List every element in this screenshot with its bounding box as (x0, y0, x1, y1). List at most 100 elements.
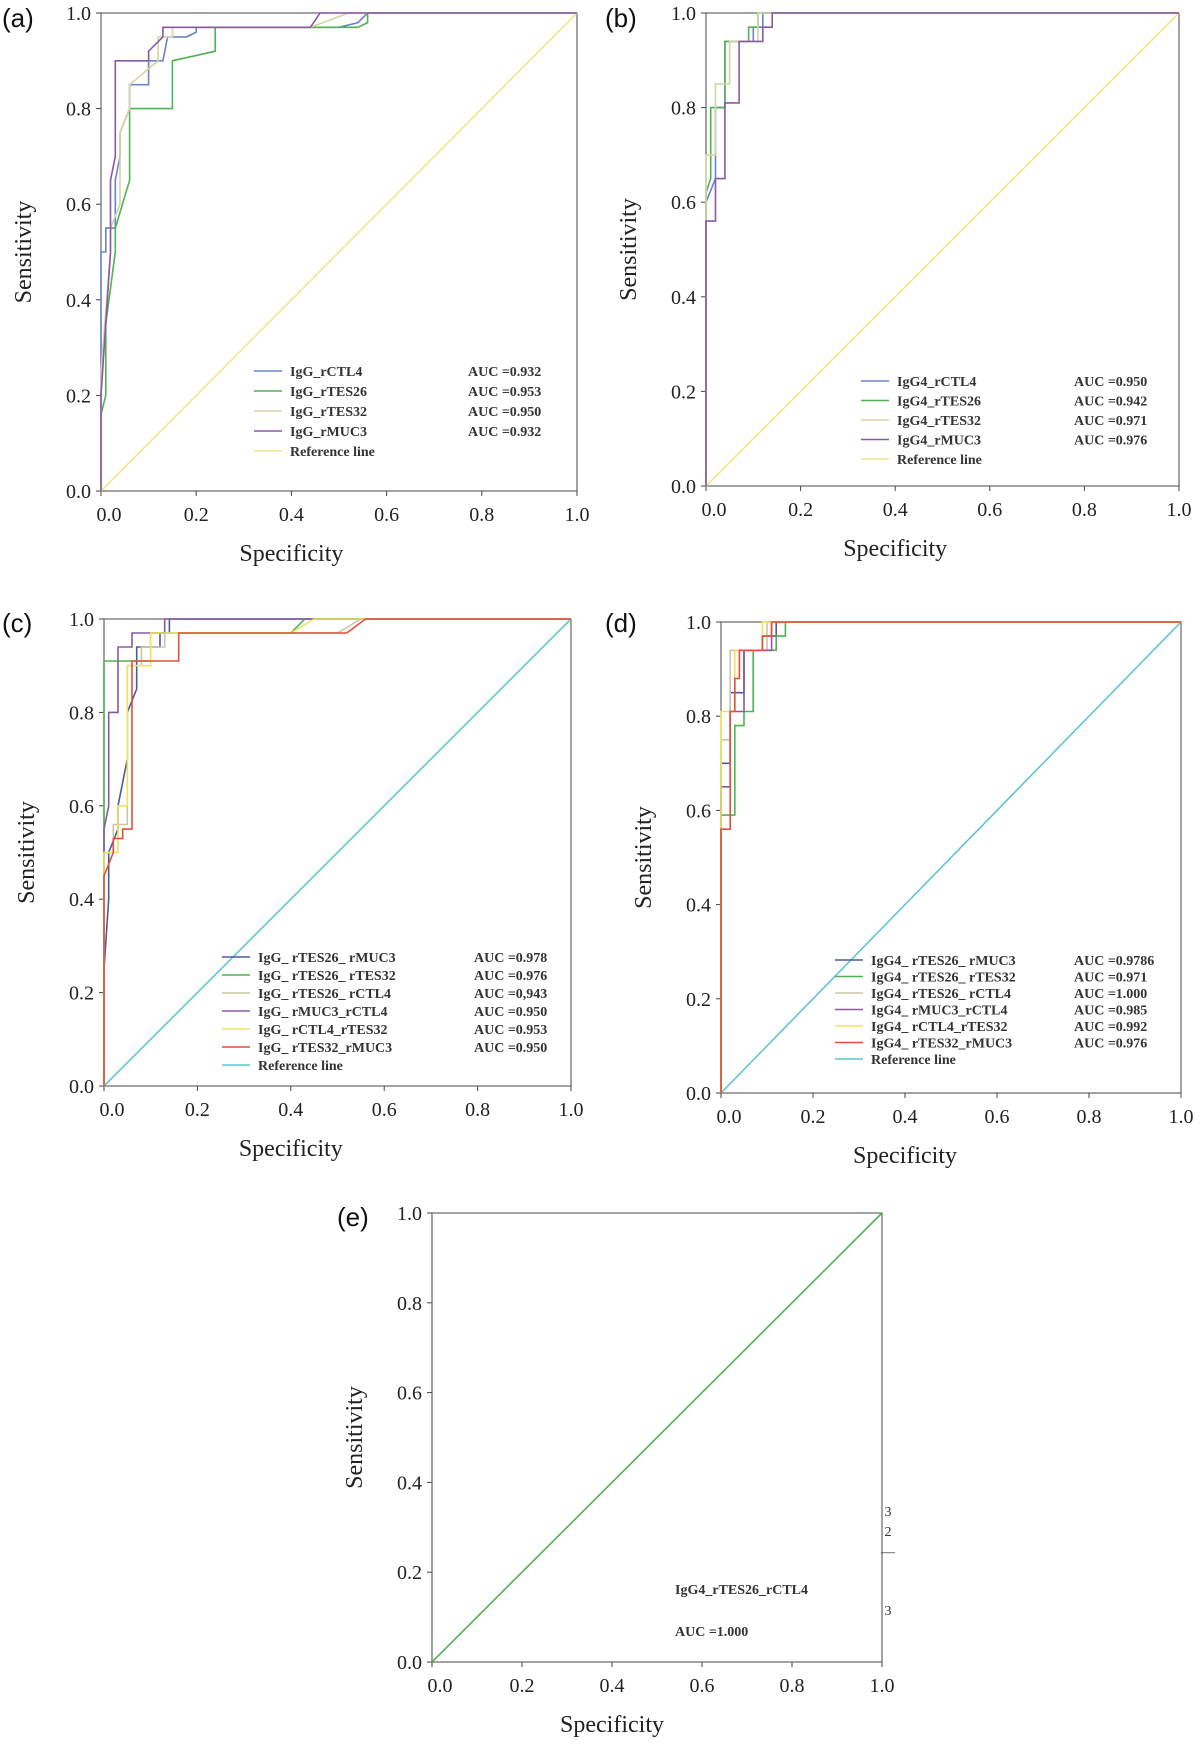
roc-curve-series-2 (100, 12, 577, 491)
y-tick-label: 0.0 (69, 1076, 94, 1098)
x-tick-label: 0.4 (883, 499, 908, 521)
y-tick-label: 0.0 (671, 476, 696, 498)
x-tick-label: 0.0 (428, 1675, 453, 1697)
x-tick-label: 0.6 (374, 504, 399, 526)
x-tick-label: 0.8 (780, 1675, 805, 1697)
x-tick-label: 0.6 (977, 499, 1002, 521)
legend-label: IgG4_ rMUC3_rCTL4 (871, 1004, 1008, 1019)
legend-label: Reference line (258, 1059, 343, 1074)
x-tick-label: 0.2 (185, 1099, 210, 1121)
legend-label: Reference line (897, 453, 982, 468)
x-tick-label: 0.0 (702, 499, 727, 521)
y-tick-label: 0.2 (686, 989, 711, 1011)
y-tick-label: 0.6 (397, 1383, 422, 1405)
x-tick-label: 0.8 (1072, 499, 1097, 521)
legend-auc-value: AUC =0.9786 (1074, 954, 1154, 969)
y-tick-label: 0.6 (69, 796, 94, 818)
x-axis-title: Specificity (560, 1712, 664, 1738)
roc-curve-series-6 (103, 618, 571, 1086)
y-tick-label: 0.4 (69, 889, 94, 911)
legend-auc-value: AUC =0.950 (1074, 375, 1147, 390)
legend-label: IgG_rMUC3 (290, 425, 367, 440)
x-tick-label: 0.4 (279, 504, 304, 526)
x-tick-label: 1.0 (565, 504, 590, 526)
plot-frame (431, 1212, 883, 1663)
x-tick-label: 1.0 (1167, 499, 1192, 521)
x-tick-label: 0.6 (372, 1099, 397, 1121)
x-tick-label: 0.4 (600, 1675, 625, 1697)
y-tick-label: 0.0 (397, 1652, 422, 1674)
legend-label: IgG4_rTES32 (897, 414, 981, 429)
legend-auc-value: AUC =0.976 (1074, 434, 1147, 449)
panel-label: (d) (605, 608, 637, 638)
legend-auc-value: AUC =0.953 (474, 1023, 547, 1038)
legend-auc-value: AUC =0.971 (1074, 971, 1147, 986)
x-tick-label: 0.4 (893, 1106, 918, 1128)
y-tick-label: 0.8 (686, 706, 711, 728)
roc-curve-series-2 (720, 621, 1181, 1093)
legend-label: Reference line (290, 445, 375, 460)
y-tick-label: 1.0 (66, 3, 91, 25)
panel-label: (b) (605, 3, 637, 33)
y-axis-title: Sensitivity (14, 801, 40, 904)
y-tick-label: 0.0 (686, 1083, 711, 1105)
y-tick-label: 0.6 (686, 800, 711, 822)
roc-curve-series-4 (705, 12, 1179, 486)
x-tick-label: 0.8 (469, 504, 494, 526)
annotation-name: IgG4_rTES26_rCTL4 (675, 1583, 808, 1598)
x-tick-label: 1.0 (559, 1099, 584, 1121)
annotation-auc: AUC =1.000 (675, 1625, 748, 1640)
legend-auc-value: AUC =0.978 (474, 951, 547, 966)
legend-label: IgG4_ rCTL4_rTES32 (871, 1020, 1008, 1035)
legend-auc-value: AUC =0.950 (474, 1041, 547, 1056)
reference-line (103, 618, 572, 1087)
legend-label: IgG_ rTES26_ rCTL4 (258, 987, 391, 1002)
x-tick-label: 0.2 (184, 504, 209, 526)
roc-curve-series-3 (705, 12, 1179, 486)
x-tick-label: 0.2 (510, 1675, 535, 1697)
x-tick-label: 0.8 (465, 1099, 490, 1121)
y-tick-label: 0.8 (69, 702, 94, 724)
roc-curve-series-6 (720, 621, 1181, 1093)
panel-label: (a) (2, 3, 34, 33)
legend-auc-value: AUC =0,943 (474, 987, 547, 1002)
y-tick-label: 1.0 (671, 3, 696, 25)
y-tick-label: 0.4 (671, 287, 696, 309)
legend-label: IgG_ rTES26_ rTES32 (258, 969, 396, 984)
y-tick-label: 1.0 (69, 609, 94, 631)
x-tick-label: 0.0 (717, 1106, 742, 1128)
x-axis-title: Specificity (853, 1143, 957, 1169)
legend-auc-value: AUC =0.992 (1074, 1020, 1147, 1035)
x-tick-label: 0.6 (985, 1106, 1010, 1128)
y-tick-label: 0.8 (66, 99, 91, 121)
x-tick-label: 0.8 (1077, 1106, 1102, 1128)
legend-label: IgG_ rTES26_ rMUC3 (258, 951, 396, 966)
side-mark: 2 (885, 1525, 892, 1540)
y-axis-title: Sensitivity (11, 201, 37, 304)
x-axis-title: Specificity (239, 1136, 343, 1162)
y-tick-label: 0.8 (397, 1293, 422, 1315)
legend-label: IgG4_ rTES26_ rTES32 (871, 971, 1016, 986)
legend-label: IgG_rCTL4 (290, 365, 362, 380)
legend-auc-value: AUC =0.932 (468, 425, 541, 440)
legend-auc-value: AUC =0.950 (474, 1005, 547, 1020)
legend-auc-value: AUC =0.950 (468, 405, 541, 420)
legend-auc-value: AUC =1.000 (1074, 987, 1147, 1002)
legend-auc-value: AUC =0.976 (474, 969, 547, 984)
panel-label: (e) (337, 1202, 369, 1232)
y-tick-label: 0.8 (671, 98, 696, 120)
legend-label: IgG4_ rTES32_rMUC3 (871, 1037, 1012, 1052)
chart-panel-2: (b) 0.0 0.2 0.4 0.6 0.8 1.0 0.0 0.2 0.4 0.6 0.8 1.0 S… (605, 3, 1192, 562)
side-mark: 3 (885, 1505, 892, 1520)
legend-label: IgG_ rMUC3_rCTL4 (258, 1005, 388, 1020)
chart-panel-4: (d) 0.0 0.2 0.4 0.6 0.8 1.0 0.0 0.2 0.4 0.6 0.8 1.0 S… (605, 608, 1194, 1169)
y-tick-label: 1.0 (397, 1203, 422, 1225)
x-tick-label: 0.2 (788, 499, 813, 521)
side-mark: — (880, 1545, 896, 1560)
y-axis-title: Sensitivity (616, 198, 642, 301)
roc-curve-series-1 (431, 1212, 883, 1663)
chart-panel-1: (a) 0.0 0.2 0.4 0.6 0.8 1.0 0.0 0.2 0.4 0.6 0.8 1.0 S… (2, 3, 590, 567)
y-tick-label: 0.0 (66, 481, 91, 503)
legend-label: IgG_ rCTL4_rTES32 (258, 1023, 388, 1038)
